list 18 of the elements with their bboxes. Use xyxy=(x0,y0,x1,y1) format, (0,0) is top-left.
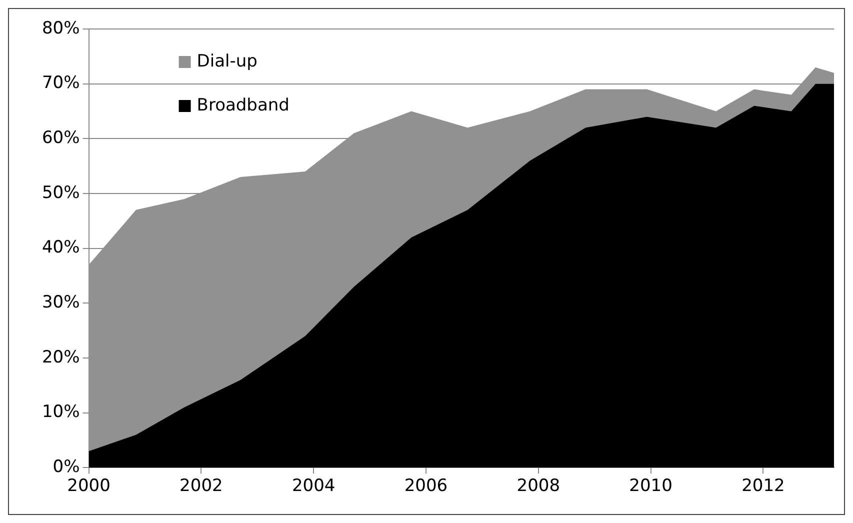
y-tick-label: 40% xyxy=(42,238,80,258)
y-tick-label: 10% xyxy=(42,402,80,422)
y-tick-label: 80% xyxy=(42,18,80,38)
x-tick-label: 2008 xyxy=(516,476,560,496)
y-tick-label: 50% xyxy=(42,182,80,203)
y-tick-label: 70% xyxy=(42,73,80,94)
y-tick-label: 0% xyxy=(52,457,80,478)
x-tick-label: 2000 xyxy=(67,476,110,496)
x-tick-label: 2010 xyxy=(629,476,672,496)
x-tick-label: 2002 xyxy=(180,476,223,496)
x-tick-label: 2006 xyxy=(404,476,448,496)
x-tick-label: 2004 xyxy=(292,476,336,496)
legend-label: Dial-up xyxy=(196,51,258,72)
x-tick-label: 2012 xyxy=(742,476,785,496)
y-tick-label: 30% xyxy=(42,292,80,313)
y-tick-label: 20% xyxy=(42,347,80,368)
legend-label: Broadband xyxy=(196,95,290,116)
y-tick-label: 60% xyxy=(42,128,80,148)
